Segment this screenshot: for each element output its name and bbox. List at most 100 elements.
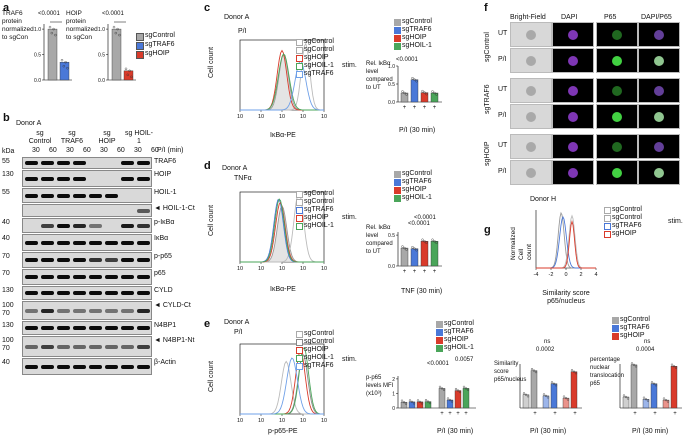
g-bar1-pval: 0.0002 [536, 347, 555, 353]
legend-swatch [296, 55, 303, 62]
legend-label: sgTRAF6 [620, 324, 650, 331]
band [137, 308, 150, 313]
band [105, 326, 118, 330]
plus-label: + [423, 105, 427, 111]
b-donor: Donor A [16, 120, 42, 127]
c-stim: P/I [238, 28, 247, 35]
band [105, 193, 118, 198]
data-point [574, 372, 578, 375]
band [137, 291, 150, 295]
band [57, 223, 70, 228]
band [73, 176, 86, 181]
e-donor: Donor A [224, 319, 250, 326]
plus-label: + [553, 411, 557, 417]
band [41, 291, 54, 295]
legend-label: sgHOIP [304, 54, 329, 61]
f-image-grid: sgControl sgTRAF6 sgHOIP UT P/I UT P/I UT P/I [484, 22, 684, 188]
band [121, 364, 134, 369]
cell-nucleus [612, 141, 622, 152]
mw-marker: 55 [2, 158, 10, 165]
data-point [415, 248, 418, 252]
x-tick-label: 10 [321, 418, 327, 424]
blot-strip [22, 218, 152, 233]
f-image-cell [552, 48, 594, 73]
g-bar2-xlabel: P/I (30 min) [632, 428, 669, 435]
band [73, 258, 86, 262]
y-tick-label: 1.0 [388, 64, 395, 70]
data-point [440, 387, 444, 390]
e-stim-label: stim. [342, 356, 357, 363]
d-pval-2: <0.0001 [408, 221, 430, 227]
blot-strip [22, 321, 152, 335]
data-point [572, 370, 576, 373]
d-bar-ylabel: Rel. IκBα level compared to UT [366, 225, 393, 255]
x-tick-label: 10 [279, 114, 285, 120]
blot-strip [22, 234, 152, 251]
band [41, 344, 54, 349]
bar [59, 61, 70, 81]
mw-marker: 40 [2, 359, 10, 366]
data-point [634, 365, 638, 368]
data-point [666, 400, 670, 403]
plus-label: + [573, 411, 577, 417]
data-point [464, 387, 468, 390]
data-point [60, 58, 64, 62]
data-point [64, 60, 67, 64]
data-point [401, 90, 404, 93]
band [25, 326, 38, 330]
data-point [650, 381, 654, 384]
b-group-hoip: sg HOIP [98, 130, 116, 145]
plus-label: + [413, 269, 417, 275]
y-tick-label: 0.0 [388, 100, 395, 106]
cell-nucleus [654, 85, 664, 96]
data-point [50, 31, 53, 35]
data-point [646, 399, 650, 402]
legend-swatch [296, 347, 303, 354]
band [41, 364, 54, 369]
legend-swatch [136, 51, 144, 59]
g-similarity-bar-chart: + + + [519, 364, 582, 417]
data-point [626, 397, 630, 400]
legend-label: sgControl [612, 214, 642, 221]
legend-swatch [394, 179, 401, 186]
x-tick-label: 10 [321, 266, 327, 272]
data-point [411, 245, 414, 249]
bar [550, 383, 558, 409]
legend-swatch [394, 195, 401, 202]
legend-label: sgHOIP [402, 186, 427, 193]
data-point [423, 240, 426, 243]
data-point [454, 387, 458, 391]
cell-nucleus [568, 85, 578, 96]
legend-label: sgHOIP [402, 34, 427, 41]
data-point [654, 384, 658, 387]
legend-swatch [296, 63, 303, 70]
plus-label: + [633, 411, 637, 417]
cell-nucleus [612, 55, 622, 66]
legend-swatch [296, 47, 303, 54]
legend-swatch [296, 223, 303, 230]
legend-swatch [612, 333, 619, 340]
data-point [524, 393, 528, 396]
time-label: 30 [134, 147, 142, 154]
legend-label: sgHOIL-1 [402, 194, 432, 201]
data-point [112, 25, 116, 29]
data-point [544, 394, 548, 397]
legend-label: sgTRAF6 [402, 178, 432, 185]
data-point [622, 394, 626, 397]
e-pval-2: 0.0057 [455, 357, 474, 363]
data-point [435, 241, 438, 244]
f-image-cell [552, 160, 594, 185]
band [73, 275, 86, 279]
legend-label: sgControl [444, 320, 474, 327]
legend-label: sgTRAF6 [402, 26, 432, 33]
plus-label: + [673, 411, 677, 417]
band [73, 326, 86, 330]
legend-swatch [436, 329, 443, 336]
band [25, 193, 38, 198]
band [89, 275, 102, 279]
band [57, 308, 70, 313]
f-image-cell [552, 22, 594, 47]
blot-strip [22, 358, 152, 375]
cell-nucleus [526, 29, 536, 40]
mw-marker: 70 [2, 270, 10, 277]
